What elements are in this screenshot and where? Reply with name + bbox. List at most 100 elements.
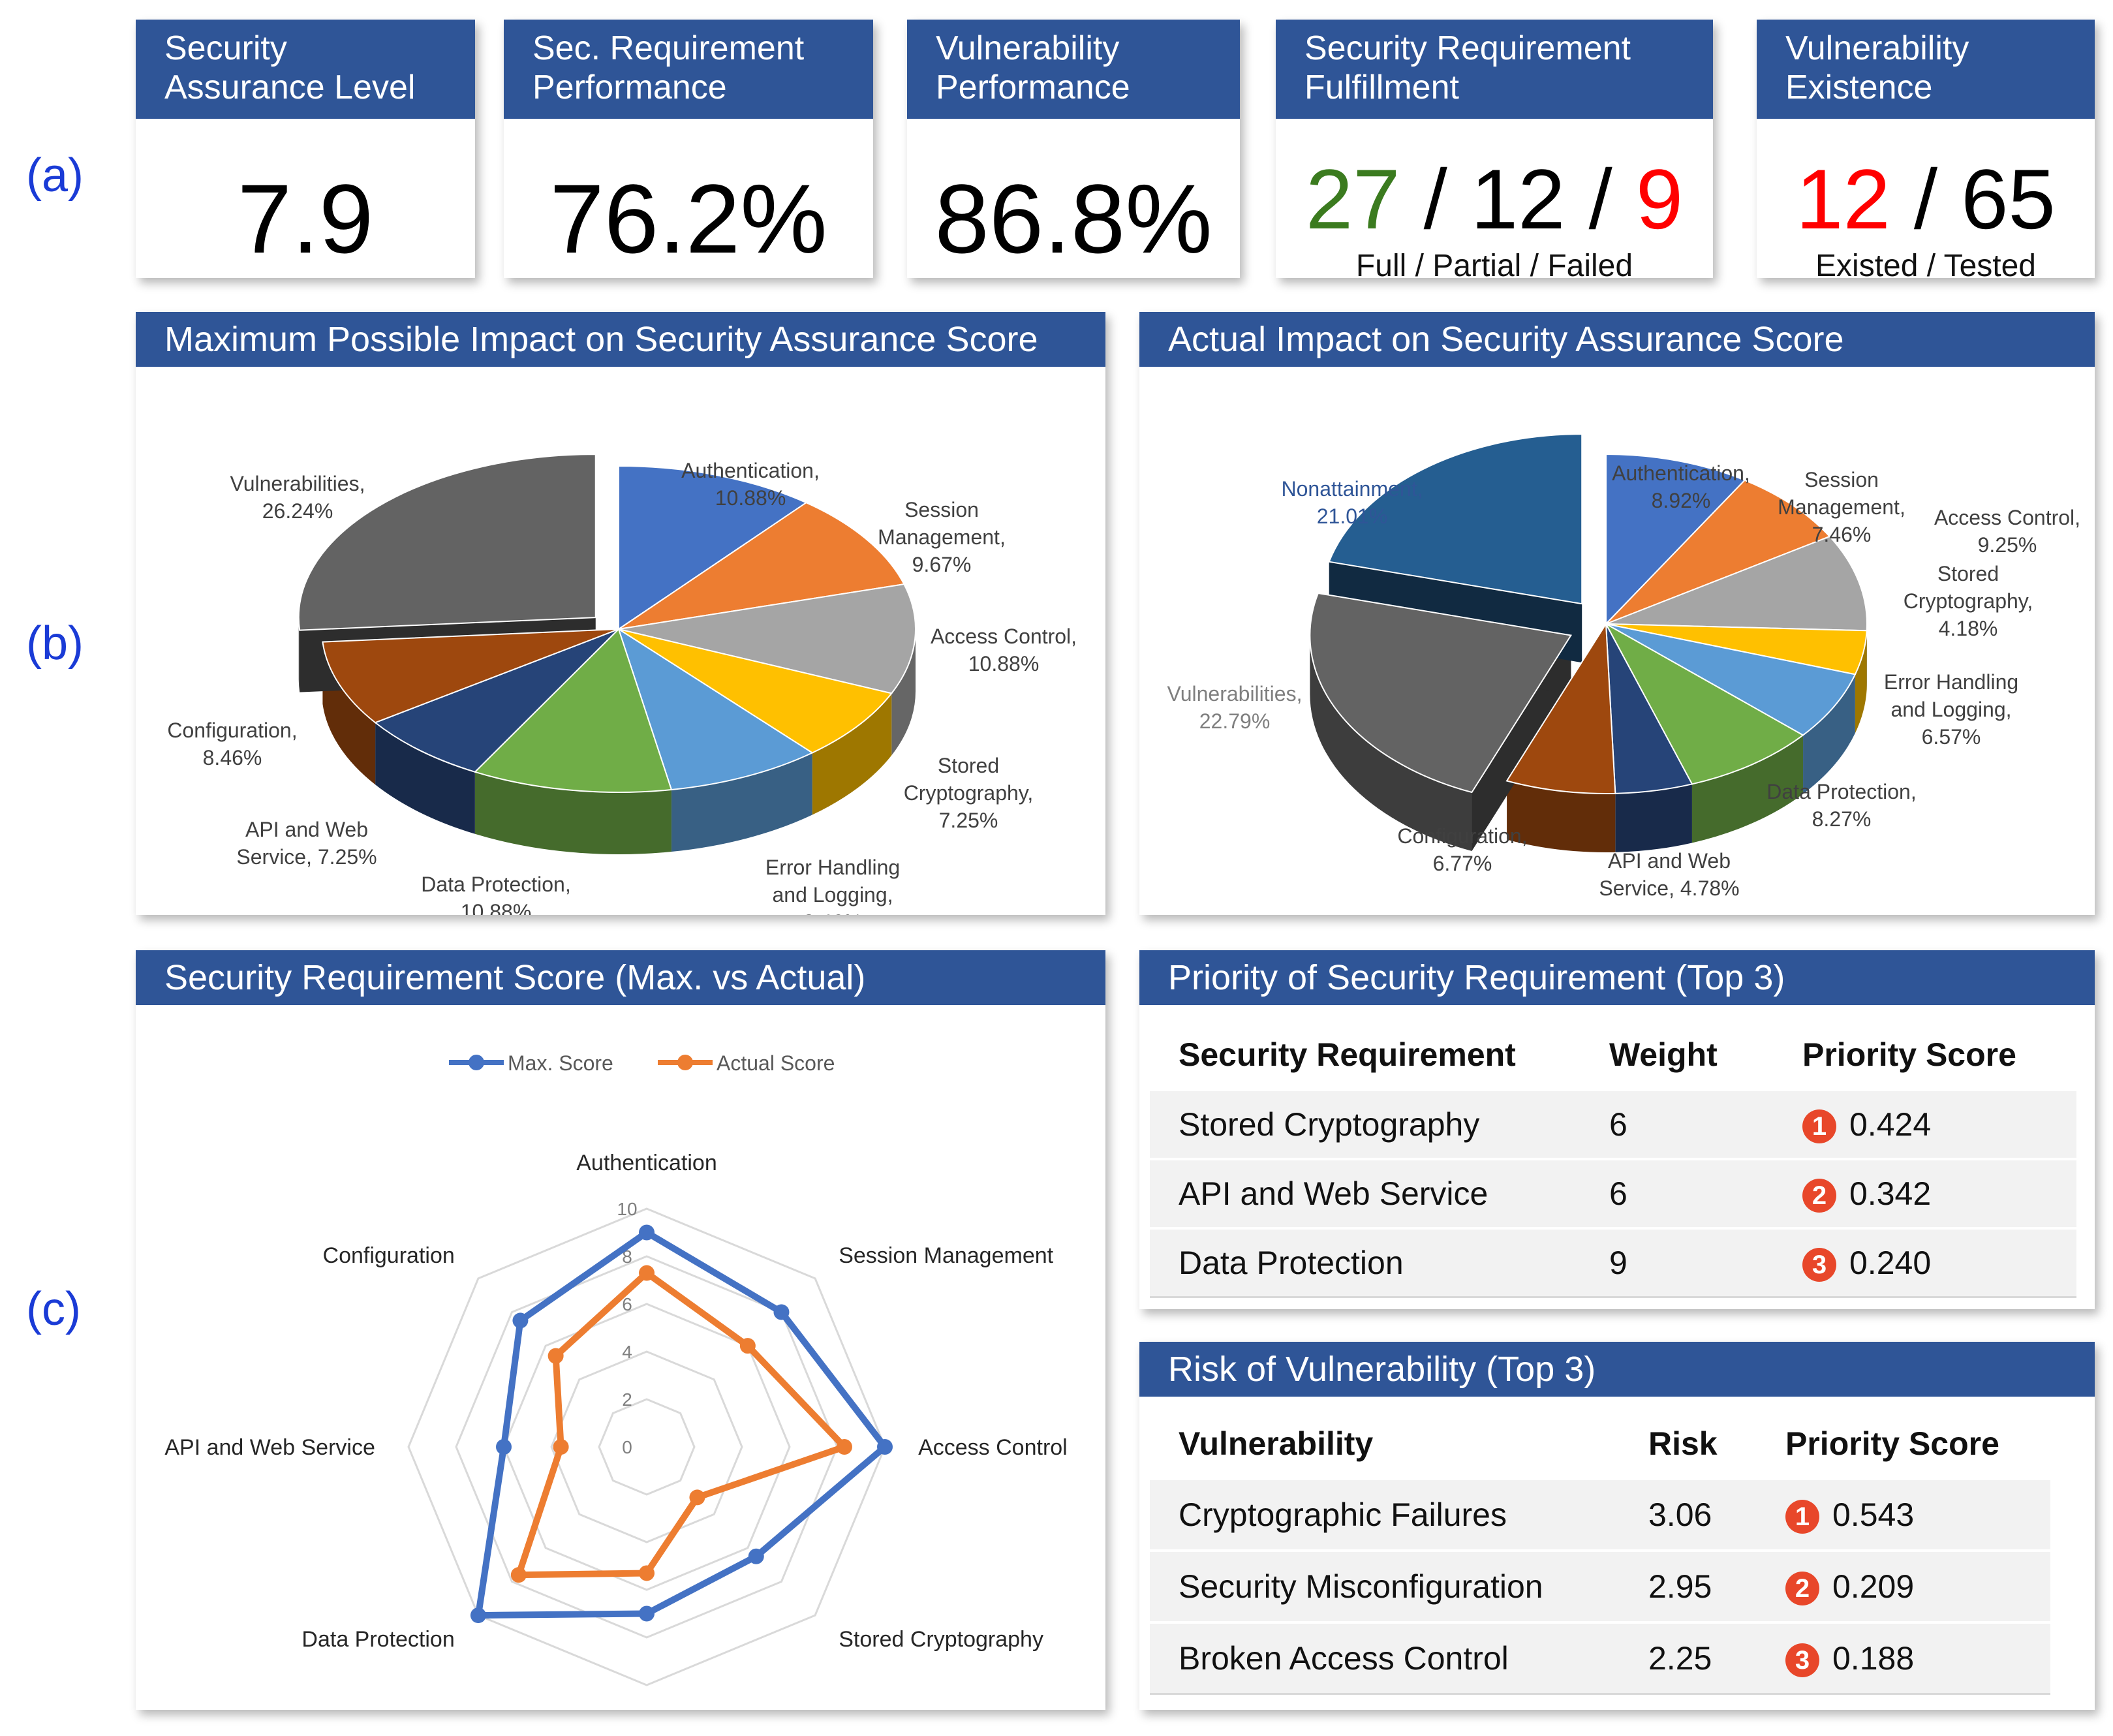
radar-grid-ring	[550, 1350, 743, 1543]
priority-table: Security Requirement Weight Priority Sco…	[1150, 1021, 2076, 1298]
pie-slice-data-protection	[1604, 622, 1804, 785]
rank-3-badge-icon: 3	[1802, 1248, 1836, 1282]
radar-point-max-score	[748, 1548, 764, 1564]
priority-score: 0.543	[1832, 1496, 1915, 1533]
requirement-weight: 9	[1581, 1227, 1774, 1298]
existed-count: 12	[1796, 151, 1890, 247]
table-header-row: Security Requirement Weight Priority Sco…	[1150, 1021, 2076, 1090]
legend-label: Actual Score	[717, 1051, 835, 1075]
pie-slice-side-vulnerabilities	[1310, 635, 1472, 852]
table-row: API and Web Service 6 2 0.342	[1150, 1158, 2076, 1230]
requirement-name: API and Web Service	[1150, 1158, 1581, 1230]
radar-point-max-score	[639, 1224, 655, 1241]
vulnerability-risk: 3.06	[1620, 1478, 1757, 1552]
kpi-value: 86.8%	[934, 164, 1212, 273]
kpi-vulnerability-performance: Vulnerability Performance 86.8%	[907, 20, 1240, 278]
radar-point-actual-score	[689, 1489, 705, 1506]
kpi-title: Vulnerability Performance	[907, 20, 1240, 119]
requirement-score-radar-panel: Security Requirement Score (Max. vs Actu…	[136, 950, 1105, 1710]
radar-axis-label-configuration: Configuration	[323, 1243, 455, 1268]
pie-slice-side-error-handling-and-logging	[671, 752, 812, 852]
radar-point-actual-score	[639, 1265, 655, 1281]
legend-label: Max. Score	[508, 1051, 613, 1075]
chart-title: Security Requirement Score (Max. vs Actu…	[136, 950, 1105, 1005]
vulnerability-risk: 2.25	[1620, 1621, 1757, 1695]
radar-point-actual-score	[639, 1565, 655, 1581]
pie-slice-side-api-and-web-service	[375, 722, 475, 834]
pie-label-session-management: Session Management, 9.67%	[878, 498, 1006, 576]
pie-label-stored-cryptography: Stored Cryptography, 4.18%	[1904, 562, 2033, 640]
pie-slice-stored-cryptography	[618, 628, 893, 754]
pie-slice-api-and-web-service	[374, 628, 619, 773]
kpi-requirement-performance: Sec. Requirement Performance 76.2%	[504, 20, 873, 278]
priority-score: 0.209	[1832, 1568, 1915, 1605]
priority-score: 0.188	[1832, 1639, 1915, 1677]
column-header: Risk	[1648, 1425, 1718, 1462]
pie-slice-authentication	[618, 465, 808, 630]
legend-marker	[469, 1055, 484, 1070]
column-header: Priority Score	[1802, 1036, 2016, 1073]
pie-slice-data-protection	[473, 628, 673, 793]
pie-label-vulnerabilities: Vulnerabilities, 22.79%	[1167, 682, 1303, 733]
pie-label-stored-cryptography: Stored Cryptography, 7.25%	[904, 754, 1034, 832]
priority-score-cell: 2 0.209	[1757, 1549, 2050, 1624]
rank-3-badge-icon: 3	[1785, 1643, 1819, 1678]
kpi-subtitle: Full / Partial / Failed	[1355, 249, 1633, 283]
kpi-value: 7.9	[237, 164, 374, 273]
kpi-value: 76.2%	[549, 164, 827, 273]
kpi-fulfillment-values: 27 / 12 / 9	[1276, 150, 1713, 248]
pie-label-api-and-web-service: API and Web Service, 4.78%	[1599, 849, 1739, 900]
actual-impact-pie-chart: Authentication, 8.92% Session Management, 7.…	[1167, 433, 2080, 900]
radar-tick-label: 6	[622, 1294, 632, 1314]
tested-count: 65	[1961, 151, 2056, 247]
pie-label-authentication: Authentication, 10.88%	[681, 459, 820, 510]
pie-slice-side-configuration	[1507, 781, 1616, 852]
kpi-requirement-fulfillment: Security Requirement Fulfillment 27 / 12…	[1276, 20, 1713, 283]
pie-slice-access-control	[1605, 535, 1868, 632]
pie-label-configuration: Configuration, 8.46%	[167, 719, 297, 769]
priority-requirement-panel: Priority of Security Requirement (Top 3)…	[1139, 950, 2095, 1309]
radar-point-actual-score	[510, 1567, 527, 1583]
separator: /	[1890, 151, 1962, 247]
pie-label-configuration: Configuration, 6.77%	[1397, 824, 1527, 875]
priority-score-cell: 3 0.240	[1774, 1227, 2076, 1298]
separator: /	[1400, 151, 1471, 247]
pie-slice-side-vulnerabilities	[298, 617, 300, 692]
kpi-title: Security Requirement Fulfillment	[1276, 20, 1713, 119]
pie-label-api-and-web-service: API and Web Service, 7.25%	[236, 818, 377, 869]
separator: /	[1565, 151, 1636, 247]
radar-tick-label: 2	[622, 1389, 632, 1410]
pie-slice-side-stored-cryptography	[812, 693, 892, 815]
pie-label-authentication: Authentication, 8.92%	[1612, 461, 1750, 512]
table-row: Security Misconfiguration 2.95 2 0.209	[1150, 1549, 2050, 1624]
radar-point-max-score	[470, 1607, 486, 1624]
pie-label-session-management: Session Management, 7.46%	[1778, 468, 1905, 546]
priority-score: 0.342	[1849, 1175, 1932, 1212]
section-label-c: (c)	[26, 1283, 81, 1335]
pie-slice-vulnerabilities	[1309, 592, 1573, 794]
priority-score-cell: 3 0.188	[1757, 1621, 2050, 1695]
chart-title: Maximum Possible Impact on Security Assu…	[136, 312, 1105, 367]
priority-score-cell: 1 0.424	[1774, 1089, 2076, 1160]
kpi-title: Sec. Requirement Performance	[504, 20, 873, 119]
table-row: Stored Cryptography 6 1 0.424	[1150, 1089, 2076, 1160]
radar-tick-label: 4	[622, 1342, 632, 1362]
pie-label-access-control: Access Control, 9.25%	[1934, 506, 2080, 557]
table-row: Broken Access Control 2.25 3 0.188	[1150, 1621, 2050, 1695]
pie-label-vulnerabilities: Vulnerabilities, 26.24%	[230, 472, 365, 523]
full-count: 27	[1305, 151, 1400, 247]
priority-score-cell: 2 0.342	[1774, 1158, 2076, 1230]
pie-slice-side-error-handling-and-logging	[1803, 674, 1855, 794]
table-title: Priority of Security Requirement (Top 3)	[1139, 950, 2095, 1005]
radar-point-actual-score	[739, 1338, 756, 1354]
max-impact-pie-chart: Authentication, 10.88% Session Management, 9…	[167, 454, 1077, 915]
pie-slice-session-management	[1605, 479, 1831, 625]
requirement-weight: 6	[1581, 1158, 1774, 1230]
radar-grid-ring	[455, 1255, 839, 1639]
kpi-vulnerability-existence: Vulnerability Existence 12 / 65 Existed …	[1757, 20, 2095, 283]
radar-axis-label-stored-cryptography: Stored Cryptography	[839, 1627, 1043, 1652]
radar-axis-label-authentication: Authentication	[576, 1151, 717, 1175]
radar-grid-ring	[598, 1398, 696, 1496]
requirement-weight: 6	[1581, 1089, 1774, 1160]
